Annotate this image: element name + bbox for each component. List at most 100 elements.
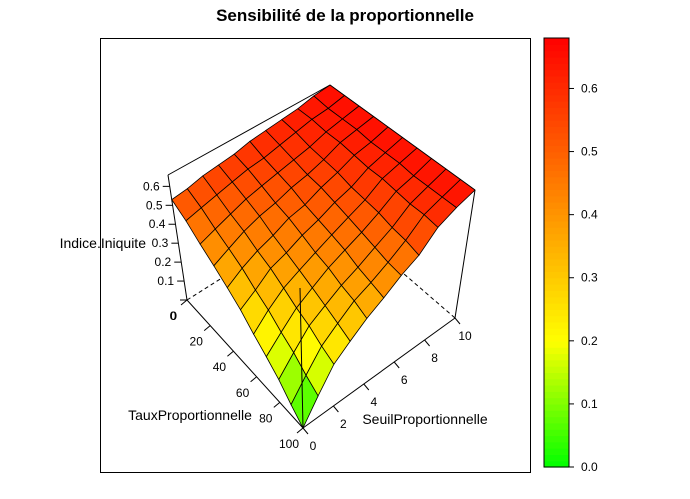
colorbar-segment — [544, 410, 569, 418]
colorbar-segment — [544, 189, 569, 197]
plot-frame — [100, 38, 531, 473]
colorbar-tick-label: 0.1 — [581, 397, 598, 411]
colorbar-segment — [544, 258, 569, 266]
colorbar-tick-label: 0.2 — [581, 334, 598, 348]
colorbar-segment — [544, 44, 569, 52]
colorbar-segment — [544, 126, 569, 134]
colorbar-segment — [544, 69, 569, 77]
y-tick-label: 2 — [340, 417, 347, 431]
colorbar-segment — [544, 328, 569, 336]
colorbar-segment — [544, 132, 569, 140]
colorbar-segment — [544, 397, 569, 405]
colorbar-segment — [544, 170, 569, 178]
x-tick — [273, 402, 281, 408]
y-tick — [454, 317, 461, 325]
box-edge — [299, 287, 304, 429]
colorbar-segment — [544, 38, 569, 45]
box-edge — [186, 299, 304, 429]
x-tick-label: 0 — [170, 309, 177, 323]
colorbar-segment — [544, 302, 569, 310]
x-tick-label: 80 — [259, 411, 273, 425]
colorbar-segment — [544, 82, 569, 90]
y-tick — [333, 405, 339, 413]
colorbar-segment — [544, 265, 569, 273]
colorbar-segment — [544, 422, 569, 430]
x-axis-label: TauxProportionnelle — [128, 407, 252, 423]
y-tick-label: 10 — [458, 329, 472, 343]
box-edge — [454, 189, 476, 319]
colorbar-tick-label: 0.6 — [581, 81, 598, 95]
surface-mesh — [171, 84, 476, 429]
colorbar-segment — [544, 359, 569, 367]
box-edge — [167, 84, 331, 176]
colorbar-segment — [544, 50, 569, 58]
y-tick — [393, 361, 400, 369]
colorbar-segment — [544, 277, 569, 285]
colorbar-segment — [544, 284, 569, 291]
colorbar-segment — [544, 183, 569, 191]
colorbar-segment — [544, 435, 569, 443]
colorbar-segment — [544, 202, 569, 209]
colorbar-segment — [544, 366, 569, 373]
colorbar-segment — [544, 347, 569, 355]
colorbar-segment — [544, 239, 569, 247]
colorbar-segment — [544, 315, 569, 323]
colorbar-segment — [544, 56, 569, 64]
y-tick-label: 0 — [310, 439, 317, 453]
colorbar-segment — [544, 107, 569, 115]
y-tick — [302, 427, 309, 435]
colorbar-segment — [544, 233, 569, 241]
colorbar-segment — [544, 88, 569, 96]
colorbar-tick-label: 0.5 — [581, 145, 598, 159]
colorbar-segment — [544, 138, 569, 146]
x-tick — [250, 376, 257, 383]
colorbar-tick-label: 0.0 — [581, 460, 598, 474]
x-tick — [180, 299, 188, 306]
z-tick-label: 0 — [170, 309, 177, 323]
colorbar-segment — [544, 271, 569, 279]
z-axis-label: Indice.Iniquite — [60, 235, 147, 251]
colorbar-segment — [544, 246, 569, 254]
colorbar-segment — [544, 94, 569, 102]
y-tick — [424, 339, 430, 347]
colorbar-segment — [544, 176, 569, 184]
y-tick-label: 8 — [431, 351, 438, 365]
colorbar-segment — [544, 309, 569, 317]
colorbar-tick-label: 0.4 — [581, 208, 598, 222]
x-tick — [227, 350, 234, 357]
colorbar-segment — [544, 372, 569, 380]
chart-title: Sensibilité de la proportionnelle — [216, 6, 474, 25]
z-tick-label: 0.4 — [149, 217, 166, 231]
y-tick — [363, 383, 370, 391]
z-tick-label: 0.2 — [155, 255, 172, 269]
x-tick-label: 20 — [190, 335, 204, 349]
box-edge — [302, 317, 456, 429]
colorbar-segment — [544, 321, 569, 329]
z-tick-label: 0.3 — [152, 236, 169, 250]
colorbar-segment — [544, 416, 569, 424]
box-edge — [167, 174, 188, 301]
colorbar-segment — [544, 334, 569, 342]
colorbar-segment — [544, 75, 569, 83]
z-tick-label: 0.5 — [146, 198, 163, 212]
colorbar-segment — [544, 145, 569, 153]
colorbar-segment — [544, 340, 569, 348]
colorbar-tick-label: 0.3 — [581, 271, 598, 285]
colorbar-segment — [544, 63, 569, 71]
x-tick — [296, 427, 304, 434]
y-axis-label: SeuilProportionnelle — [362, 411, 488, 427]
x-tick — [203, 325, 211, 331]
colorbar-segment — [544, 208, 569, 216]
colorbar-segment — [544, 353, 569, 361]
colorbar-segment — [544, 448, 569, 455]
colorbar-segment — [544, 384, 569, 392]
colorbar-segment — [544, 252, 569, 260]
y-tick-label: 6 — [401, 373, 408, 387]
colorbar: 0.0 0.1 0.2 0.3 0.4 0.5 0.6 — [543, 37, 598, 474]
box-front-edges — [299, 287, 304, 429]
colorbar-segment — [544, 195, 569, 203]
colorbar-segment — [544, 391, 569, 399]
x-tick-label: 100 — [279, 437, 299, 451]
